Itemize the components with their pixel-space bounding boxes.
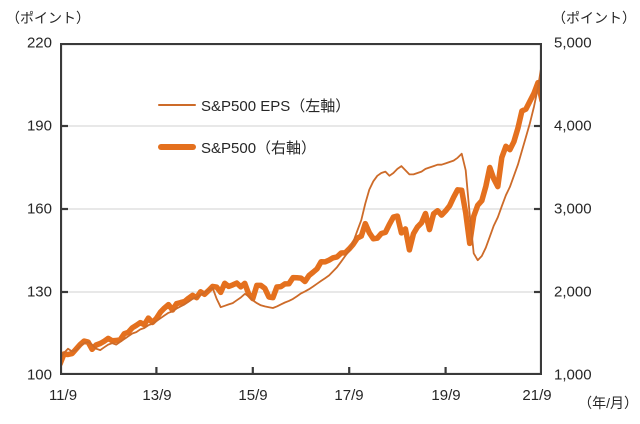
- x-axis-tick-21-9: 21/9: [522, 387, 552, 404]
- x-axis-tick-13-9: 13/9: [142, 387, 172, 404]
- x-axis-tick-19-9: 19/9: [431, 387, 461, 404]
- x-axis-unit-label: （年/月）: [578, 395, 638, 411]
- plot-area: [57, 42, 545, 376]
- x-axis-tick-15-9: 15/9: [238, 387, 268, 404]
- right-axis-tick-3000: 3,000: [554, 200, 592, 218]
- eps-line-sample-icon: [158, 104, 196, 106]
- x-axis-tick-11-9: 11/9: [48, 387, 78, 404]
- left-axis-tick-190: 190: [26, 117, 52, 135]
- right-axis-tick-4000: 4,000: [554, 117, 592, 135]
- left-axis-unit-label: （ポイント）: [6, 10, 90, 26]
- line-chart: [57, 42, 545, 376]
- legend-label-eps: S&P500 EPS（左軸）: [201, 97, 351, 115]
- x-axis-tick-17-9: 17/9: [334, 387, 364, 404]
- legend-label-price: S&P500（右軸）: [201, 139, 317, 157]
- right-axis-unit-label: （ポイント）: [552, 10, 636, 26]
- legend: S&P500 EPS（左軸） S&P500（右軸）: [158, 96, 350, 180]
- legend-item-price: S&P500（右軸）: [158, 138, 350, 157]
- left-axis-tick-130: 130: [26, 283, 52, 301]
- left-axis-tick-160: 160: [26, 200, 52, 218]
- price-line-sample-icon: [158, 144, 196, 150]
- right-axis-tick-2000: 2,000: [554, 283, 592, 301]
- right-axis-tick-1000: 1,000: [554, 366, 592, 384]
- left-axis-tick-220: 220: [26, 34, 52, 52]
- left-axis-tick-100: 100: [26, 366, 52, 384]
- right-axis-tick-5000: 5,000: [554, 34, 592, 52]
- legend-item-eps: S&P500 EPS（左軸）: [158, 96, 351, 115]
